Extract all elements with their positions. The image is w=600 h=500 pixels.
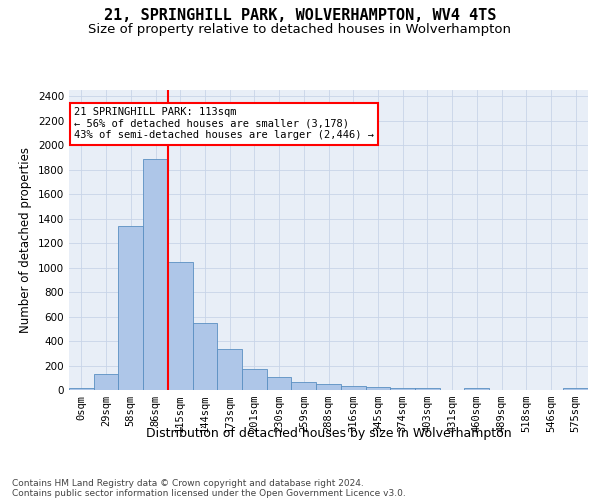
Bar xyxy=(316,384,341,390)
Bar xyxy=(193,324,217,390)
Text: 21 SPRINGHILL PARK: 113sqm
← 56% of detached houses are smaller (3,178)
43% of s: 21 SPRINGHILL PARK: 113sqm ← 56% of deta… xyxy=(74,107,374,140)
Bar xyxy=(390,388,415,390)
Y-axis label: Number of detached properties: Number of detached properties xyxy=(19,147,32,333)
Bar xyxy=(415,388,440,390)
Bar xyxy=(341,386,365,390)
Bar xyxy=(94,374,118,390)
Bar xyxy=(464,388,489,390)
Text: Distribution of detached houses by size in Wolverhampton: Distribution of detached houses by size … xyxy=(146,428,512,440)
Text: Size of property relative to detached houses in Wolverhampton: Size of property relative to detached ho… xyxy=(89,22,511,36)
Bar xyxy=(168,262,193,390)
Text: 21, SPRINGHILL PARK, WOLVERHAMPTON, WV4 4TS: 21, SPRINGHILL PARK, WOLVERHAMPTON, WV4 … xyxy=(104,8,496,22)
Bar xyxy=(563,388,588,390)
Bar xyxy=(217,349,242,390)
Bar xyxy=(242,369,267,390)
Bar xyxy=(118,226,143,390)
Text: Contains HM Land Registry data © Crown copyright and database right 2024.: Contains HM Land Registry data © Crown c… xyxy=(12,478,364,488)
Bar xyxy=(267,376,292,390)
Bar xyxy=(143,158,168,390)
Text: Contains public sector information licensed under the Open Government Licence v3: Contains public sector information licen… xyxy=(12,488,406,498)
Bar xyxy=(69,388,94,390)
Bar xyxy=(292,382,316,390)
Bar xyxy=(365,387,390,390)
